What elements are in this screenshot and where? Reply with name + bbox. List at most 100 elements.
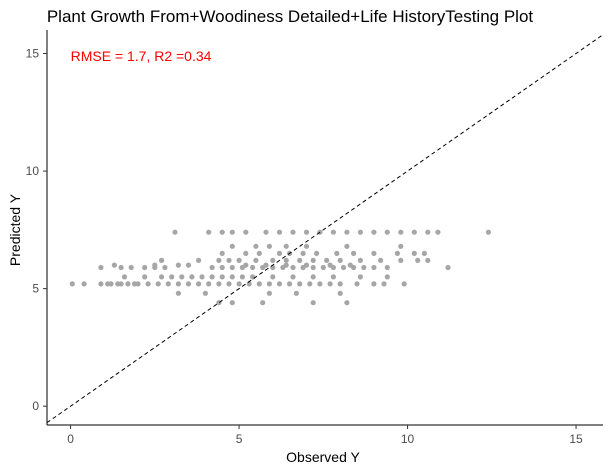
data-point: [196, 281, 202, 287]
y-tick-label: 5: [32, 282, 39, 296]
data-point: [361, 264, 367, 271]
data-point: [202, 290, 208, 296]
data-point: [216, 281, 222, 287]
data-point: [337, 281, 343, 287]
data-point: [206, 281, 212, 287]
data-point: [118, 264, 124, 271]
data-point: [344, 243, 350, 249]
data-point: [334, 250, 340, 256]
data-point: [344, 229, 350, 235]
data-point: [169, 274, 175, 280]
data-point: [384, 229, 390, 235]
data-point: [145, 281, 151, 287]
annotation-text: RMSE = 1.7, R2 =0.34: [71, 48, 212, 64]
data-point: [165, 281, 171, 287]
data-point: [159, 274, 165, 280]
data-point: [283, 257, 289, 263]
data-point: [185, 281, 192, 287]
data-point: [219, 229, 225, 235]
data-point: [175, 262, 181, 268]
data-point: [314, 250, 320, 256]
data-point: [226, 281, 232, 287]
data-point: [425, 229, 431, 235]
data-point: [236, 257, 242, 263]
data-point: [69, 281, 75, 287]
data-point: [250, 274, 256, 280]
data-point: [357, 274, 363, 280]
y-tick-label: 0: [32, 399, 39, 413]
data-point: [330, 229, 336, 235]
data-point: [324, 257, 330, 263]
data-point: [229, 274, 235, 280]
data-point: [179, 274, 185, 280]
data-point: [152, 262, 158, 268]
data-point: [185, 262, 192, 268]
data-point: [98, 264, 104, 271]
data-point: [125, 281, 131, 287]
reference-line: [47, 34, 603, 424]
data-point: [293, 290, 299, 296]
chart-title: Plant Growth From+Woodiness Detailed+Lif…: [47, 7, 534, 26]
data-point: [320, 264, 326, 271]
data-point: [310, 257, 316, 263]
data-point: [411, 229, 417, 235]
data-point: [290, 229, 296, 235]
data-point: [421, 250, 427, 256]
data-point: [337, 257, 343, 263]
data-point: [283, 262, 289, 268]
data-point: [199, 274, 205, 280]
data-point: [243, 229, 249, 235]
data-point: [253, 257, 259, 263]
data-point: [411, 250, 417, 256]
x-tick-label: 10: [401, 432, 415, 446]
data-point: [256, 250, 262, 256]
data-point: [209, 264, 215, 271]
x-tick-label: 15: [569, 432, 583, 446]
x-tick-label: 0: [67, 432, 74, 446]
data-point: [297, 257, 303, 263]
data-point: [381, 281, 387, 287]
data-point: [266, 243, 272, 249]
data-point: [172, 229, 178, 235]
data-point: [276, 250, 283, 256]
data-point: [270, 274, 276, 280]
data-point: [310, 300, 316, 306]
x-tick-label: 5: [236, 432, 243, 446]
data-point: [175, 290, 181, 296]
data-point: [256, 281, 262, 287]
data-point: [290, 264, 296, 271]
y-tick-label: 15: [26, 47, 40, 61]
data-point: [266, 281, 272, 287]
data-point: [327, 281, 333, 287]
data-point: [270, 257, 276, 263]
data-point: [357, 229, 363, 235]
data-point: [401, 281, 407, 287]
data-point: [159, 257, 165, 263]
data-point: [283, 243, 289, 249]
data-point: [398, 243, 404, 249]
data-point: [253, 243, 259, 249]
data-point: [243, 262, 249, 268]
data-point: [239, 274, 245, 280]
data-point: [384, 274, 390, 280]
data-point: [276, 229, 283, 235]
data-point: [287, 281, 293, 287]
data-point: [209, 274, 215, 280]
data-point: [219, 250, 225, 256]
data-point: [250, 264, 256, 271]
data-point: [300, 250, 306, 256]
data-point: [327, 262, 333, 268]
data-point: [98, 281, 104, 287]
data-point: [303, 243, 310, 249]
data-point: [317, 281, 323, 287]
data-point: [128, 264, 134, 271]
data-point: [135, 281, 141, 287]
data-point: [229, 243, 235, 249]
data-point: [357, 257, 363, 263]
data-point: [81, 281, 87, 287]
data-point: [398, 229, 404, 235]
data-point: [263, 262, 269, 268]
data-point: [236, 281, 242, 287]
data-point: [354, 281, 360, 287]
